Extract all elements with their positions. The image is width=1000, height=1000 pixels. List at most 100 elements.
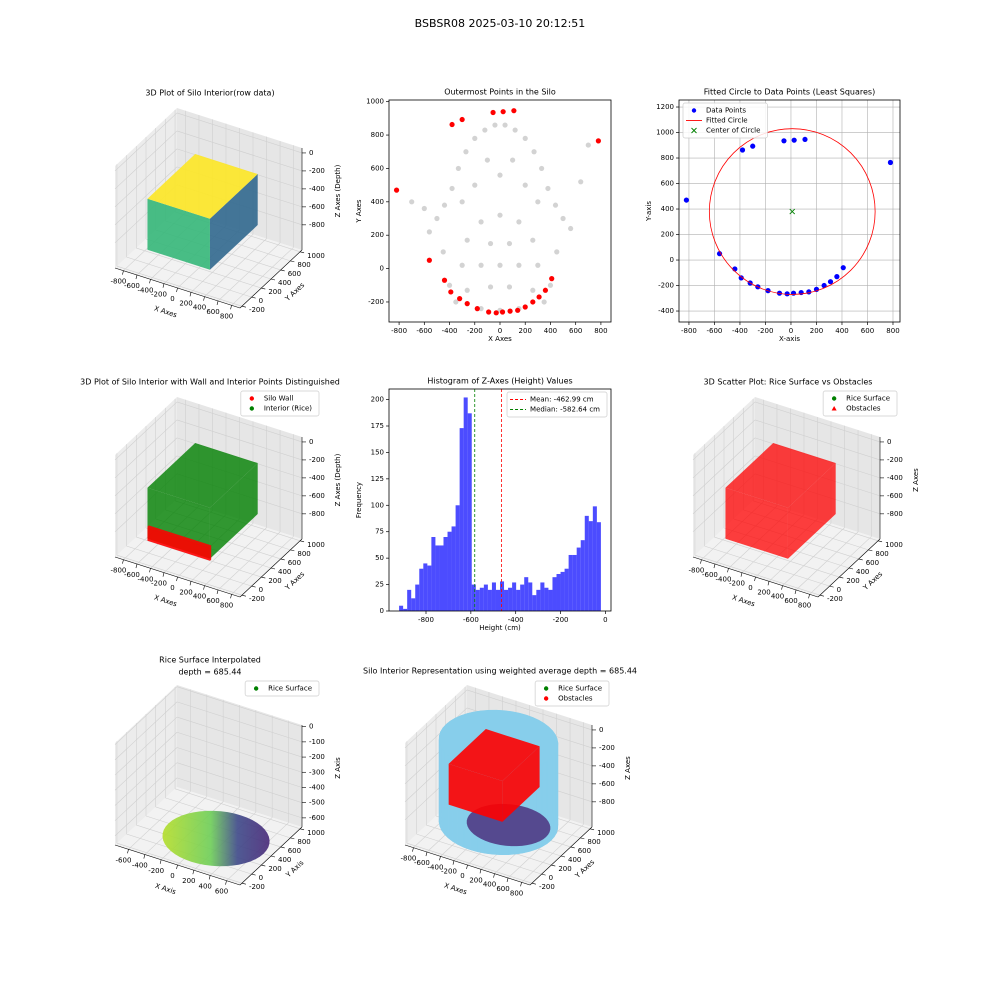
point xyxy=(434,215,440,222)
x-tick xyxy=(149,568,151,573)
x-tick xyxy=(216,300,219,306)
point xyxy=(453,299,459,305)
x-tick-label: -600 xyxy=(416,327,432,335)
x-tick-label: 800 xyxy=(886,327,899,335)
x-tick xyxy=(767,581,770,586)
x-tick-label: -800 xyxy=(681,327,697,335)
x-tick-label: -200 xyxy=(151,580,167,588)
x-tick xyxy=(135,563,138,569)
x-tick xyxy=(176,864,178,870)
legend-label: Data Points xyxy=(706,107,746,115)
point-cloud xyxy=(448,729,540,782)
axis-line xyxy=(239,826,303,886)
y-tick-label: -400 xyxy=(658,307,674,315)
z-tick-label: -600 xyxy=(309,814,325,822)
z-tick-label: -800 xyxy=(887,510,903,518)
point xyxy=(500,109,506,115)
x-axis-label: Height (cm) xyxy=(479,624,521,632)
point-cloud xyxy=(147,443,258,508)
x-tick-label: -600 xyxy=(124,571,140,579)
y-tick xyxy=(261,287,266,290)
point xyxy=(545,185,551,192)
legend-label: Rice Surface xyxy=(268,685,312,693)
bar xyxy=(508,587,513,611)
point xyxy=(530,299,536,305)
bar xyxy=(596,522,601,611)
z-tick-label: -600 xyxy=(599,780,615,788)
bar xyxy=(427,565,432,611)
point xyxy=(791,137,797,143)
bar xyxy=(475,589,480,611)
x-tick-label: -400 xyxy=(132,862,148,870)
point xyxy=(474,306,480,312)
legend: Rice Surface xyxy=(244,680,320,697)
bar xyxy=(512,582,517,611)
x-tick-label: 0 xyxy=(603,616,607,624)
grid-line xyxy=(114,401,178,461)
y-tick xyxy=(270,567,276,570)
bar xyxy=(439,545,444,611)
point xyxy=(441,277,448,283)
y-tick xyxy=(299,540,305,543)
point xyxy=(789,208,796,215)
grid-line xyxy=(114,732,178,791)
bar xyxy=(423,563,428,611)
x-tick xyxy=(713,563,716,569)
legend-swatch xyxy=(253,686,259,691)
point xyxy=(464,287,470,293)
x-tick-label: 0 xyxy=(789,327,793,335)
y-tick-label: 400 xyxy=(371,198,384,206)
fitted-circle xyxy=(708,128,876,295)
grid-line xyxy=(126,545,252,587)
x-tick-label: 600 xyxy=(784,597,797,605)
bar xyxy=(588,521,593,611)
legend-swatch xyxy=(691,108,697,113)
z-tick-label: 0 xyxy=(599,726,603,734)
x-tick-label: -200 xyxy=(553,616,569,624)
y-tick-label: 1000 xyxy=(307,541,325,549)
point-cloud xyxy=(439,743,442,831)
point-cloud xyxy=(209,545,212,561)
x-tick xyxy=(143,854,146,859)
point xyxy=(507,308,513,314)
y-tick xyxy=(551,864,556,867)
grid-line xyxy=(176,731,303,773)
bar xyxy=(568,554,573,611)
point xyxy=(448,289,454,295)
z-tick-label: -500 xyxy=(309,799,325,807)
y-tick-label: 400 xyxy=(278,279,291,287)
y-tick-label: -200 xyxy=(539,883,555,891)
y-tick xyxy=(251,296,256,299)
x-tick xyxy=(122,559,124,564)
chart-title: Outermost Points in the Silo xyxy=(444,88,556,97)
y-axis-label: Y-axis xyxy=(645,201,653,222)
legend-swatch xyxy=(543,686,549,691)
bar xyxy=(451,526,456,611)
z-tick-label: -200 xyxy=(309,753,325,761)
point-cloud xyxy=(502,746,540,822)
bar xyxy=(524,577,529,611)
x-tick-label: -200 xyxy=(758,327,774,335)
bar xyxy=(467,413,472,611)
point xyxy=(459,116,465,123)
y-tick xyxy=(819,594,825,597)
grid-line xyxy=(114,716,178,776)
point xyxy=(497,262,503,268)
bar xyxy=(483,584,488,611)
bar xyxy=(435,545,440,611)
legend: Data Points Fitted Circle Center of Circle xyxy=(682,102,768,139)
z-tick-label: -600 xyxy=(309,492,325,500)
y-tick-label: 0 xyxy=(837,586,841,594)
y-tick-label: 800 xyxy=(297,838,310,846)
y-tick-label: 600 xyxy=(866,559,879,567)
y-tick-label: 125 xyxy=(371,475,384,483)
bar xyxy=(544,587,549,611)
bar xyxy=(415,584,420,611)
grid-line xyxy=(114,437,178,497)
y-tick-label: -200 xyxy=(827,595,843,603)
grid-line xyxy=(116,265,243,307)
point xyxy=(547,282,554,288)
y-tick-label: 400 xyxy=(278,568,291,576)
point xyxy=(478,306,484,312)
